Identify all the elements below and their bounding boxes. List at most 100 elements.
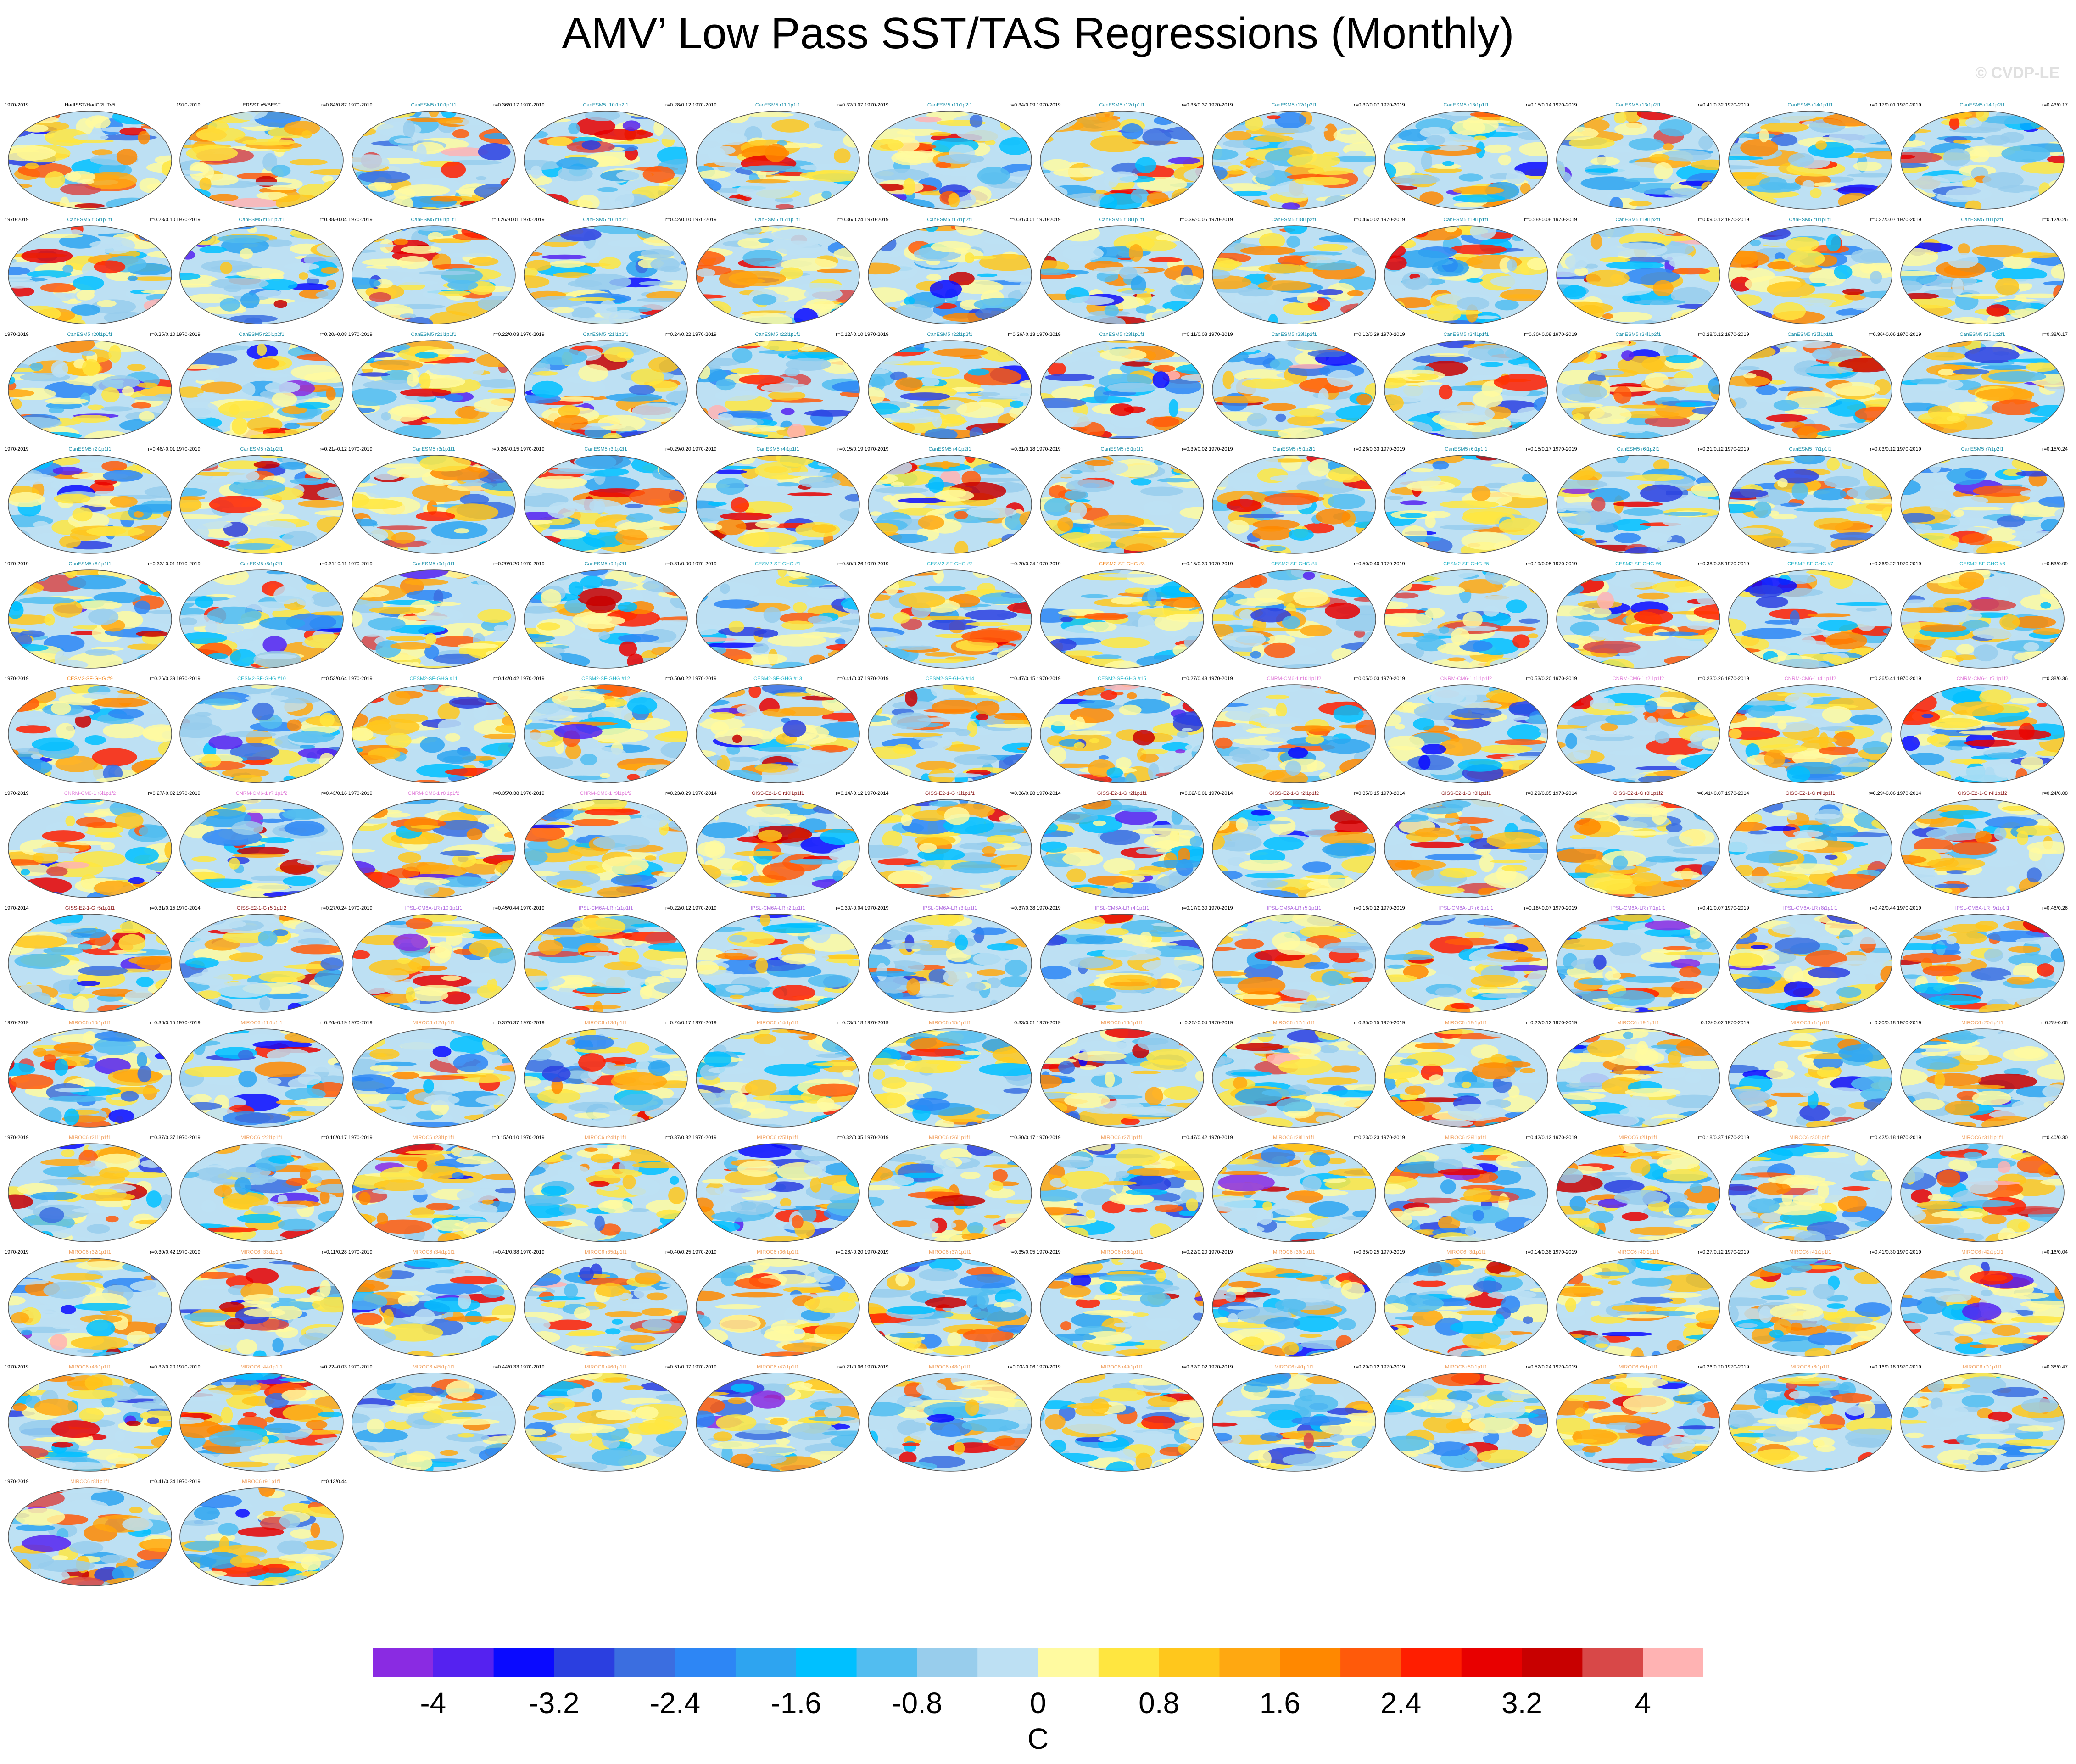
map-panel: MIROC6 r5i1p1f1 1970-2019 r=0.26/0.20 (1552, 1364, 1724, 1479)
panel-period: 1970-2019 (348, 1364, 373, 1370)
panel-period: 1970-2019 (1553, 447, 1577, 452)
panel-period: 1970-2019 (520, 1250, 545, 1255)
regression-map (1384, 111, 1548, 210)
map-panel: CanESM5 r5i1p1f1 1970-2019 r=0.39/0.02 (1036, 446, 1208, 561)
map-panel: MIROC6 r31i1p1f1 1970-2019 r=0.40/0.30 (1896, 1134, 2069, 1249)
regression-map (1728, 1258, 1892, 1357)
regression-map (179, 111, 344, 210)
panel-title: IPSL-CM6A-LR r4i1p1f1 (1094, 905, 1150, 911)
map-panel: CNRM-CM6-1 r9i1p1f2 1970-2019 r=0.23/0.29 (519, 790, 692, 905)
panel-period: 1970-2019 (865, 217, 889, 223)
map-panel: CanESM5 r23i1p1f1 1970-2019 r=0.11/0.08 (1036, 331, 1208, 446)
panel-correlation: r=0.15/0.14 (1526, 102, 1551, 108)
map-panel: MIROC6 r2i1p1f1 1970-2019 r=0.18/0.37 (1552, 1134, 1724, 1249)
regression-map (1556, 914, 1720, 1013)
panel-title: CNRM-CM6-1 r1i1p1f2 (1440, 676, 1492, 681)
panel-period: 1970-2019 (692, 447, 717, 452)
colorbar-swatch (1038, 1648, 1099, 1677)
panel-correlation: r=0.16/0.18 (1870, 1364, 1896, 1370)
regression-map (524, 1028, 688, 1128)
panel-period: 1970-2019 (520, 905, 545, 911)
map-panel: GISS-E2-1-G r3i1p1f1 1970-2014 r=0.29/0.05 (1380, 790, 1552, 905)
panel-period: 1970-2019 (865, 1020, 889, 1026)
panel-title: CanESM5 r6i1p1f1 (1445, 447, 1488, 452)
regression-map (1040, 799, 1204, 898)
map-panel: CanESM5 r24i1p2f1 1970-2019 r=0.28/0.12 (1552, 331, 1724, 446)
panel-title: CanESM5 r20i1p1f1 (67, 332, 113, 337)
panel-correlation: r=0.36/0.41 (1870, 676, 1896, 681)
regression-map (352, 1258, 516, 1357)
panel-title: CanESM5 r11i1p2f1 (927, 102, 973, 108)
panel-period: 1970-2019 (1897, 447, 1921, 452)
regression-map (1384, 455, 1548, 554)
map-panel: GISS-E2-1-G r4i1p1f1 1970-2014 r=0.29/-0.0… (1724, 790, 1897, 905)
panel-period: 1970-2019 (1553, 102, 1577, 108)
map-panel: CanESM5 r14i1p2f1 1970-2019 r=0.43/0.17 (1896, 102, 2069, 217)
panel-period: 1970-2019 (1037, 332, 1061, 337)
map-panel: CanESM5 r18i1p2f1 1970-2019 r=0.46/0.02 (1208, 217, 1380, 331)
panel-title: MIROC6 r39i1p1f1 (1273, 1250, 1315, 1255)
panel-correlation: r=0.46/0.02 (1354, 217, 1379, 223)
panel-title: MIROC6 r41i1p1f1 (1789, 1250, 1831, 1255)
panel-correlation: r=0.46/0.26 (2042, 905, 2068, 911)
panel-correlation: r=0.50/0.40 (1354, 561, 1379, 567)
panel-period: 1970-2019 (1897, 102, 1921, 108)
map-panel: CanESM5 r10i1p1f1 1970-2019 r=0.36/0.17 (347, 102, 520, 217)
panel-correlation: r=0.15/0.30 (1182, 561, 1207, 567)
colorbar-swatch (735, 1648, 797, 1677)
map-panel: MIROC6 r26i1p1f1 1970-2019 r=0.30/0.17 (864, 1134, 1036, 1249)
panel-period: 1970-2019 (348, 1020, 373, 1026)
panel-title: CESM2-SF-GHG #7 (1787, 561, 1833, 567)
regression-map (179, 1143, 344, 1242)
panel-correlation: r=0.03/-0.06 (1008, 1364, 1035, 1370)
panel-correlation: r=0.45/0.44 (493, 905, 519, 911)
panel-correlation: r=0.36/0.28 (1010, 791, 1035, 796)
panel-title: MIROC6 r46i1p1f1 (585, 1364, 627, 1370)
panel-title: CanESM5 r11i1p1f1 (755, 102, 801, 108)
panel-correlation: r=0.21/0.06 (837, 1364, 863, 1370)
panel-correlation: r=0.30/0.18 (1870, 1020, 1896, 1026)
map-panel: CESM2-SF-GHG #4 1970-2019 r=0.50/0.40 (1208, 561, 1380, 675)
regression-map (868, 1373, 1032, 1472)
regression-map (1212, 914, 1376, 1013)
map-panel: MIROC6 r4i1p1f1 1970-2019 r=0.29/0.12 (1208, 1364, 1380, 1479)
map-panel: CESM2-SF-GHG #7 1970-2019 r=0.36/0.22 (1724, 561, 1897, 675)
panel-title: CNRM-CM6-1 r9i1p1f2 (580, 791, 632, 796)
panel-period: 1970-2019 (1209, 676, 1233, 681)
map-panel: MIROC6 r25i1p1f1 1970-2019 r=0.32/0.35 (692, 1134, 864, 1249)
panel-correlation: r=0.50/0.26 (837, 561, 863, 567)
panel-grid: HadISST/HadCRUTv5 1970-2019 ERSST v5/BEST 1… (5, 102, 2069, 1586)
panel-period: 1970-2014 (1725, 791, 1749, 796)
panel-correlation: r=0.13/-0.02 (1696, 1020, 1724, 1026)
regression-map (1728, 1028, 1892, 1128)
regression-map (696, 1028, 860, 1128)
map-panel: CanESM5 r1i1p1f1 1970-2019 r=0.27/0.07 (1724, 217, 1897, 331)
map-panel: CanESM5 r4i1p2f1 1970-2019 r=0.31/0.18 (864, 446, 1036, 561)
colorbar-tick-label: -3.2 (529, 1686, 579, 1717)
panel-title: CESM2-SF-GHG #14 (926, 676, 974, 681)
regression-map (524, 1258, 688, 1357)
panel-title: CanESM5 r3i1p2f1 (584, 447, 627, 452)
panel-correlation: r=0.28/-0.08 (1524, 217, 1551, 223)
panel-correlation: r=0.29/0.12 (1354, 1364, 1379, 1370)
map-panel: MIROC6 r40i1p1f1 1970-2019 r=0.27/0.12 (1552, 1249, 1724, 1364)
map-panel: CanESM5 r17i1p2f1 1970-2019 r=0.31/0.01 (864, 217, 1036, 331)
panel-correlation: r=0.26/-0.13 (1008, 332, 1035, 337)
map-panel: MIROC6 r11i1p1f1 1970-2019 r=0.26/-0.19 (175, 1020, 348, 1134)
panel-period: 1970-2019 (1553, 676, 1577, 681)
panel-correlation: r=0.47/0.42 (1182, 1135, 1207, 1140)
regression-map (1212, 1258, 1376, 1357)
panel-correlation: r=0.37/0.37 (150, 1135, 175, 1140)
map-panel: CanESM5 r23i1p2f1 1970-2019 r=0.12/0.29 (1208, 331, 1380, 446)
regression-map (868, 1143, 1032, 1242)
colorbar-tick-label: -1.6 (771, 1686, 821, 1717)
map-panel: MIROC6 r3i1p1f1 1970-2019 r=0.14/0.38 (1380, 1249, 1552, 1364)
panel-period: 1970-2019 (1553, 217, 1577, 223)
map-panel: MIROC6 r49i1p1f1 1970-2019 r=0.32/0.02 (1036, 1364, 1208, 1479)
panel-title: CanESM5 r21i1p1f1 (411, 332, 457, 337)
panel-period: 1970-2019 (865, 447, 889, 452)
panel-title: CanESM5 r13i1p2f1 (1615, 102, 1661, 108)
regression-map (1900, 111, 2065, 210)
panel-period: 1970-2019 (5, 332, 29, 337)
colorbar-swatch (433, 1648, 494, 1677)
